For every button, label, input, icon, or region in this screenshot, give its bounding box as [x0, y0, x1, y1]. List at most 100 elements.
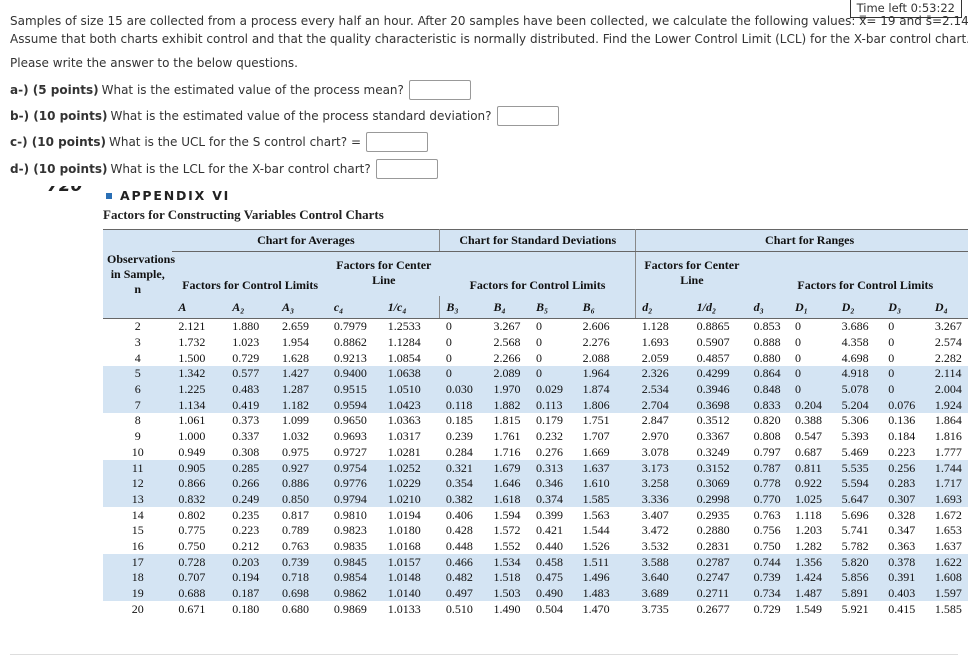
group-header-row: Observations in Sample, n Chart for Avera…: [103, 229, 968, 319]
answer-input[interactable]: [366, 132, 428, 152]
factor-value: 2.276: [582, 335, 610, 350]
factor-value: 1.597: [928, 585, 968, 602]
factor-value: 3.258: [635, 475, 691, 492]
factor-value: 2.970: [641, 429, 669, 444]
factor-value: 1.490: [493, 601, 521, 616]
factor-value: 0.421: [535, 523, 563, 538]
answer-input[interactable]: [496, 106, 559, 126]
divider: [10, 654, 958, 655]
table-row: 17 0.728 0.203 0.739 0.9845 1.0157 0.466 1.534 0…: [103, 554, 968, 570]
factor-value: 0: [535, 319, 542, 334]
table-row: 9 1.000 0.337 1.032 0.9693 1.0317 0.239 1.761 0.…: [103, 429, 968, 445]
sample-size: 10: [131, 444, 144, 459]
factor-value: 5.820: [835, 554, 883, 570]
prompt-line: Assume that both charts exhibit control …: [10, 32, 968, 46]
factor-value: 2.534: [635, 381, 691, 398]
table-row: 10 0.949 0.308 0.975 0.9727 1.0281 0.284 1.716 0…: [103, 445, 968, 461]
factor-value: 4.358: [841, 335, 869, 350]
factor-value: 5.393: [841, 429, 869, 444]
answer-input[interactable]: [408, 80, 471, 100]
factor-value: 5.204: [835, 397, 883, 414]
factor-value: 5.594: [835, 475, 883, 492]
factor-value: 1.483: [576, 585, 636, 602]
group-header: Chart for Standard Deviations: [439, 229, 637, 252]
factor-value: 0.419: [226, 397, 277, 414]
factor-value: 3.689: [635, 585, 691, 602]
factor-value: 0.811: [789, 460, 836, 476]
factor-value: 0.9213: [333, 350, 367, 365]
factor-value: 0.458: [529, 554, 577, 570]
sample-size: 3: [134, 335, 141, 350]
factor-value: 1.0133: [387, 601, 421, 616]
factor-value: 1.717: [928, 475, 968, 492]
factor-value: 3.267: [934, 319, 962, 334]
factor-value: 1.118: [795, 507, 822, 522]
column-header: c₄: [327, 296, 382, 319]
factor-value: 3.588: [635, 554, 691, 570]
factor-value: 3.173: [635, 460, 691, 476]
subgroup-header: Factors for Control Limits: [172, 251, 328, 296]
sample-size: 6: [103, 381, 173, 398]
factor-value: 0.787: [747, 460, 790, 476]
factor-value: 0.5907: [696, 335, 730, 350]
column-header-row: A A₂ A₃ c₄ 1/c₄ B₃ B₄ B₅ B₆ d₂ 1/d₂ d₃ D₁ D₂ D₃ D₄: [103, 296, 968, 319]
factor-value: 0.3367: [696, 429, 730, 444]
factor-value: 1.0854: [387, 350, 421, 365]
subgroup-header: Factors for Control Limits: [747, 251, 968, 296]
column-header: B₃: [439, 296, 488, 319]
answer-input[interactable]: [375, 159, 438, 179]
factor-value: 0: [535, 335, 542, 350]
factor-value: 1.815: [493, 413, 521, 428]
factor-value: 0.3249: [696, 444, 730, 459]
factor-value: 2.574: [934, 335, 962, 350]
factor-value: 0.4857: [696, 350, 730, 365]
sample-size: 4: [134, 350, 141, 365]
factor-value: 0: [882, 366, 929, 382]
factor-value: 1.653: [934, 523, 962, 538]
factor-value: 0.428: [445, 523, 473, 538]
factor-value: 1.427: [276, 366, 328, 382]
factor-value: 1.2533: [387, 319, 421, 334]
factor-value: 0: [439, 366, 488, 382]
sample-size: 8: [134, 413, 141, 428]
factor-value: 1.342: [172, 366, 227, 382]
factor-value: 1.637: [576, 460, 636, 476]
factor-value: 0.750: [753, 538, 781, 553]
factor-value: 0.687: [795, 444, 823, 459]
sample-size: 9: [134, 429, 141, 444]
factor-value: 0.797: [753, 444, 781, 459]
factor-value: 1.751: [582, 413, 610, 428]
factor-value: 1.618: [487, 491, 530, 508]
factor-value: 0.2998: [690, 491, 748, 508]
factor-value: 1.0423: [381, 397, 440, 414]
sample-size: 5: [103, 366, 173, 382]
factor-value: 1.128: [641, 319, 669, 334]
table-row: 19 0.688 0.187 0.698 0.9862 1.0140 0.497 1.503 0…: [103, 585, 968, 602]
factor-value: 1.816: [934, 429, 962, 444]
factor-value: 0.308: [232, 444, 260, 459]
factor-value: 0.185: [445, 413, 473, 428]
question-text: What is the estimated value of the proce…: [110, 109, 492, 123]
factor-value: 0.382: [439, 491, 488, 508]
factor-value: 1.622: [928, 554, 968, 570]
factor-value: 1.0194: [387, 507, 421, 522]
factor-value: 1.608: [928, 570, 968, 586]
factor-value: 2.004: [928, 381, 968, 398]
factor-value: 1.099: [282, 413, 310, 428]
factor-value: 0.347: [888, 523, 916, 538]
factor-value: 0.763: [753, 507, 781, 522]
factor-value: 0.239: [445, 429, 473, 444]
factor-value: 0.029: [529, 381, 577, 398]
factor-value: 1.874: [576, 381, 636, 398]
factor-value: 0.9650: [333, 413, 367, 428]
factor-value: 1.287: [276, 381, 328, 398]
factor-value: 0.802: [178, 507, 206, 522]
sample-size: 2: [134, 319, 141, 334]
factor-value: 0.9810: [333, 507, 367, 522]
factor-value: 1.356: [789, 554, 836, 570]
factor-value: 0.848: [747, 381, 790, 398]
question-label: c-) (10 points): [10, 135, 106, 149]
factor-value: 0.406: [445, 507, 473, 522]
factor-value: 0.739: [747, 570, 790, 586]
page-number: 720: [47, 186, 83, 195]
